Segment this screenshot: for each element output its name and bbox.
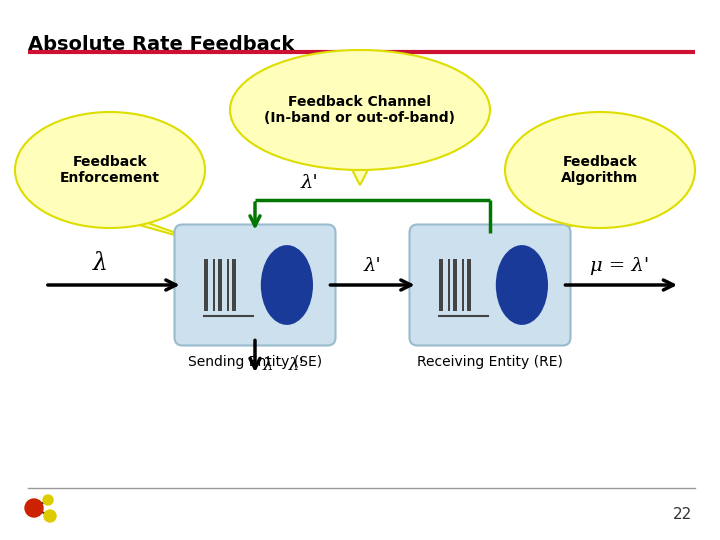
Polygon shape (510, 213, 611, 245)
Circle shape (43, 495, 53, 505)
Bar (228, 259, 229, 311)
Bar (233, 259, 236, 311)
Circle shape (44, 510, 56, 522)
Polygon shape (344, 155, 376, 185)
Ellipse shape (230, 50, 490, 170)
Text: λ': λ' (301, 174, 319, 192)
Bar (449, 259, 450, 311)
Ellipse shape (496, 245, 548, 325)
Text: 22: 22 (672, 507, 692, 522)
Text: Sending Entity (SE): Sending Entity (SE) (188, 355, 322, 369)
Bar (462, 259, 464, 311)
Bar (467, 259, 472, 311)
FancyBboxPatch shape (174, 225, 336, 346)
Bar (218, 259, 222, 311)
Ellipse shape (261, 245, 313, 325)
Ellipse shape (505, 112, 695, 228)
Text: λ': λ' (364, 257, 382, 275)
Text: λ - λ': λ - λ' (263, 357, 305, 374)
Text: λ: λ (92, 252, 107, 275)
Text: Absolute Rate Feedback: Absolute Rate Feedback (28, 35, 294, 54)
Polygon shape (99, 213, 210, 245)
Bar (439, 259, 444, 311)
Text: Feedback
Algorithm: Feedback Algorithm (562, 155, 639, 185)
Text: Feedback
Enforcement: Feedback Enforcement (60, 155, 160, 185)
Circle shape (25, 499, 43, 517)
Bar (204, 259, 208, 311)
Ellipse shape (15, 112, 205, 228)
Text: Receiving Entity (RE): Receiving Entity (RE) (417, 355, 563, 369)
FancyBboxPatch shape (410, 225, 570, 346)
Text: Feedback Channel
(In-band or out-of-band): Feedback Channel (In-band or out-of-band… (264, 95, 456, 125)
Bar (454, 259, 457, 311)
Bar (213, 259, 215, 311)
Text: μ = λ': μ = λ' (590, 257, 649, 275)
